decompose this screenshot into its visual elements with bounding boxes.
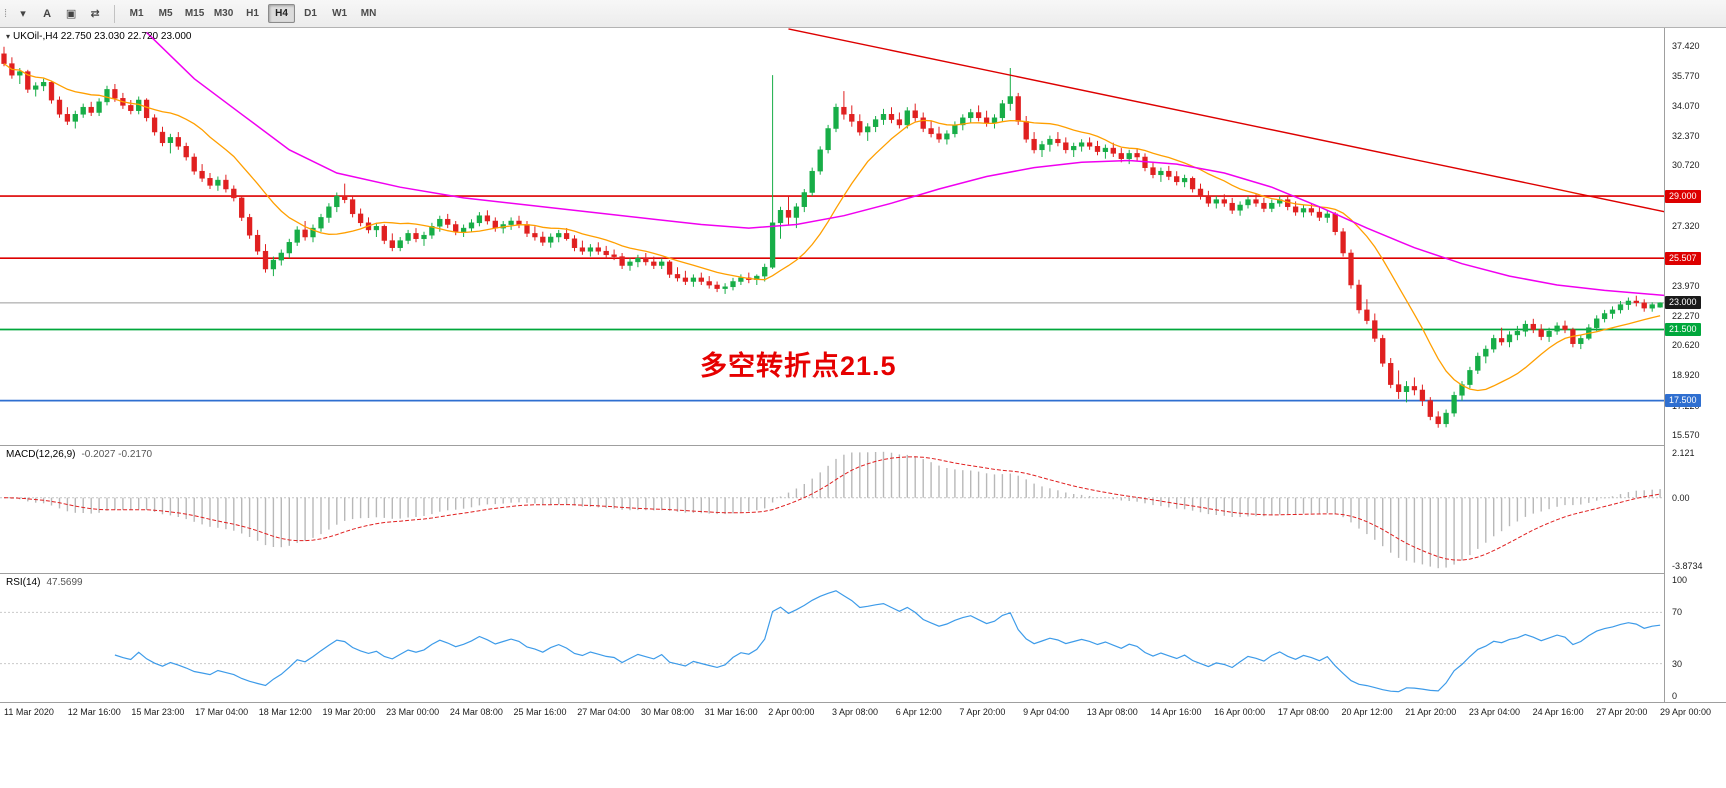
toolbar-grip: ⁞ <box>4 7 8 20</box>
main-chart-canvas[interactable] <box>0 28 1664 446</box>
ma-fast-line <box>3 63 1661 392</box>
chart-symbol-header: ▾ UKOil-,H4 22.750 23.030 22.720 23.000 <box>6 31 191 42</box>
timeframe-button-m1[interactable]: M1 <box>129 8 144 19</box>
ma-slow-line <box>146 31 1664 297</box>
rsi-scale-label: 30 <box>1672 658 1683 669</box>
time-axis-label: 31 Mar 16:00 <box>704 707 758 717</box>
time-axis-label: 24 Apr 16:00 <box>1532 707 1584 717</box>
rsi-line <box>114 590 1661 693</box>
time-axis-label: 17 Apr 08:00 <box>1277 707 1329 717</box>
rsi-scale-label: 70 <box>1672 607 1683 618</box>
price-level-badge: 29.000 <box>1665 189 1701 203</box>
cycles-tool-button[interactable]: ⇄ <box>90 8 100 20</box>
time-axis-label: 23 Mar 00:00 <box>386 707 440 717</box>
price-axis[interactable]: 37.420 35.770 34.070 32.370 30.720 27.320 23.9… <box>1664 28 1726 702</box>
price-level-badge: 25.507 <box>1665 251 1701 265</box>
price-tick-label: 37.420 <box>1672 41 1700 52</box>
macd-scale-bottom: -3.8734 <box>1672 561 1703 571</box>
price-tick-label: 32.370 <box>1672 131 1700 142</box>
price-tick-label: 23.970 <box>1672 280 1700 291</box>
time-axis-label: 25 Mar 16:00 <box>513 707 567 717</box>
descending-trendline[interactable] <box>788 28 1664 218</box>
price-level-badge: 23.000 <box>1665 296 1701 310</box>
rsi-header: RSI(14) 47.5699 <box>6 577 83 588</box>
time-axis-label: 9 Apr 04:00 <box>1023 707 1070 717</box>
panel-separator-macd[interactable] <box>0 445 1726 446</box>
time-axis-label: 29 Apr 00:00 <box>1660 707 1712 717</box>
time-axis-label: 11 Mar 2020 <box>4 707 54 717</box>
macd-scale-zero: 0.00 <box>1672 492 1690 503</box>
rsi-panel-canvas[interactable] <box>0 574 1664 702</box>
price-tick-label: 27.320 <box>1672 220 1700 231</box>
macd-header: MACD(12,26,9) -0.2027 -0.2170 <box>6 449 152 460</box>
time-axis-label: 16 Apr 00:00 <box>1214 707 1266 717</box>
timeframe-group: M1 M5 M15 M30 H1 H4 D1 W1 MN <box>122 4 383 23</box>
rsi-value: 47.5699 <box>46 577 83 588</box>
text-tool-button[interactable]: A <box>43 7 52 20</box>
time-axis-label: 20 Apr 12:00 <box>1341 707 1393 717</box>
time-axis-label: 3 Apr 08:00 <box>832 707 879 717</box>
time-axis-label: 2 Apr 00:00 <box>768 707 815 717</box>
time-axis-label: 24 Mar 08:00 <box>449 707 503 717</box>
chart-symbol-ohlc: UKOil-,H4 22.750 23.030 22.720 23.000 <box>13 31 192 42</box>
time-axis-label: 7 Apr 20:00 <box>959 707 1006 717</box>
time-axis-label: 13 Apr 08:00 <box>1086 707 1138 717</box>
panel-separator-rsi[interactable] <box>0 573 1726 574</box>
toolbar-separator <box>114 4 116 23</box>
time-axis-label: 27 Apr 20:00 <box>1596 707 1648 717</box>
timeframe-button-m15[interactable]: M15 <box>184 8 205 19</box>
timeframe-button-mn[interactable]: MN <box>360 8 377 19</box>
time-axis[interactable]: 11 Mar 2020 12 Mar 16:00 15 Mar 23:00 17 Ma… <box>0 702 1726 722</box>
time-axis-label: 18 Mar 12:00 <box>258 707 312 717</box>
time-axis-label: 27 Mar 04:00 <box>577 707 631 717</box>
timeframe-button-m5[interactable]: M5 <box>158 8 173 19</box>
objects-tool-button[interactable]: ▣ <box>65 8 77 20</box>
price-tick-label: 35.770 <box>1672 70 1700 81</box>
chart-collapse-icon[interactable]: ▾ <box>6 32 11 41</box>
macd-panel-canvas[interactable] <box>0 446 1664 574</box>
timeframe-button-h1[interactable]: H1 <box>246 8 259 19</box>
rsi-label: RSI(14) <box>6 577 41 588</box>
time-axis-label: 30 Mar 08:00 <box>640 707 694 717</box>
macd-values: -0.2027 -0.2170 <box>81 449 153 460</box>
annotation-text[interactable]: 多空转折点21.5 <box>700 351 897 381</box>
time-axis-label: 6 Apr 12:00 <box>895 707 942 717</box>
price-tick-label: 34.070 <box>1672 100 1700 111</box>
time-axis-label: 23 Apr 04:00 <box>1468 707 1520 717</box>
timeframe-button-m30[interactable]: M30 <box>213 8 234 19</box>
price-tick-label: 30.720 <box>1672 160 1700 171</box>
timeframe-button-d1[interactable]: D1 <box>304 8 317 19</box>
time-axis-label: 21 Apr 20:00 <box>1405 707 1457 717</box>
time-axis-label: 15 Mar 23:00 <box>131 707 185 717</box>
timeframe-button-h4[interactable]: H4 <box>268 4 296 23</box>
cursor-tool-button[interactable]: ▾ <box>20 8 26 20</box>
drawing-tools-group: ▾ A ▣ ⇄ <box>11 4 107 24</box>
time-axis-label: 17 Mar 04:00 <box>195 707 249 717</box>
time-axis-label: 12 Mar 16:00 <box>67 707 121 717</box>
rsi-scale-label: 100 <box>1672 575 1688 585</box>
macd-signal-line <box>3 456 1661 561</box>
price-tick-label: 22.270 <box>1672 310 1700 321</box>
price-level-badge: 17.500 <box>1665 394 1701 408</box>
price-tick-label: 15.570 <box>1672 429 1700 440</box>
price-tick-label: 18.920 <box>1672 370 1700 381</box>
rsi-scale-label: 0 <box>1672 691 1678 701</box>
time-axis-label: 19 Mar 20:00 <box>322 707 376 717</box>
time-axis-label: 14 Apr 16:00 <box>1150 707 1202 717</box>
toolbar: ⁞ ▾ A ▣ ⇄ M1 M5 M15 M30 H1 H4 D1 W1 MN <box>0 0 1726 28</box>
price-level-badge: 21.500 <box>1665 322 1701 336</box>
macd-label: MACD(12,26,9) <box>6 449 76 460</box>
price-tick-label: 20.620 <box>1672 340 1700 351</box>
timeframe-button-w1[interactable]: W1 <box>332 8 348 19</box>
macd-scale-top: 2.121 <box>1672 448 1695 458</box>
